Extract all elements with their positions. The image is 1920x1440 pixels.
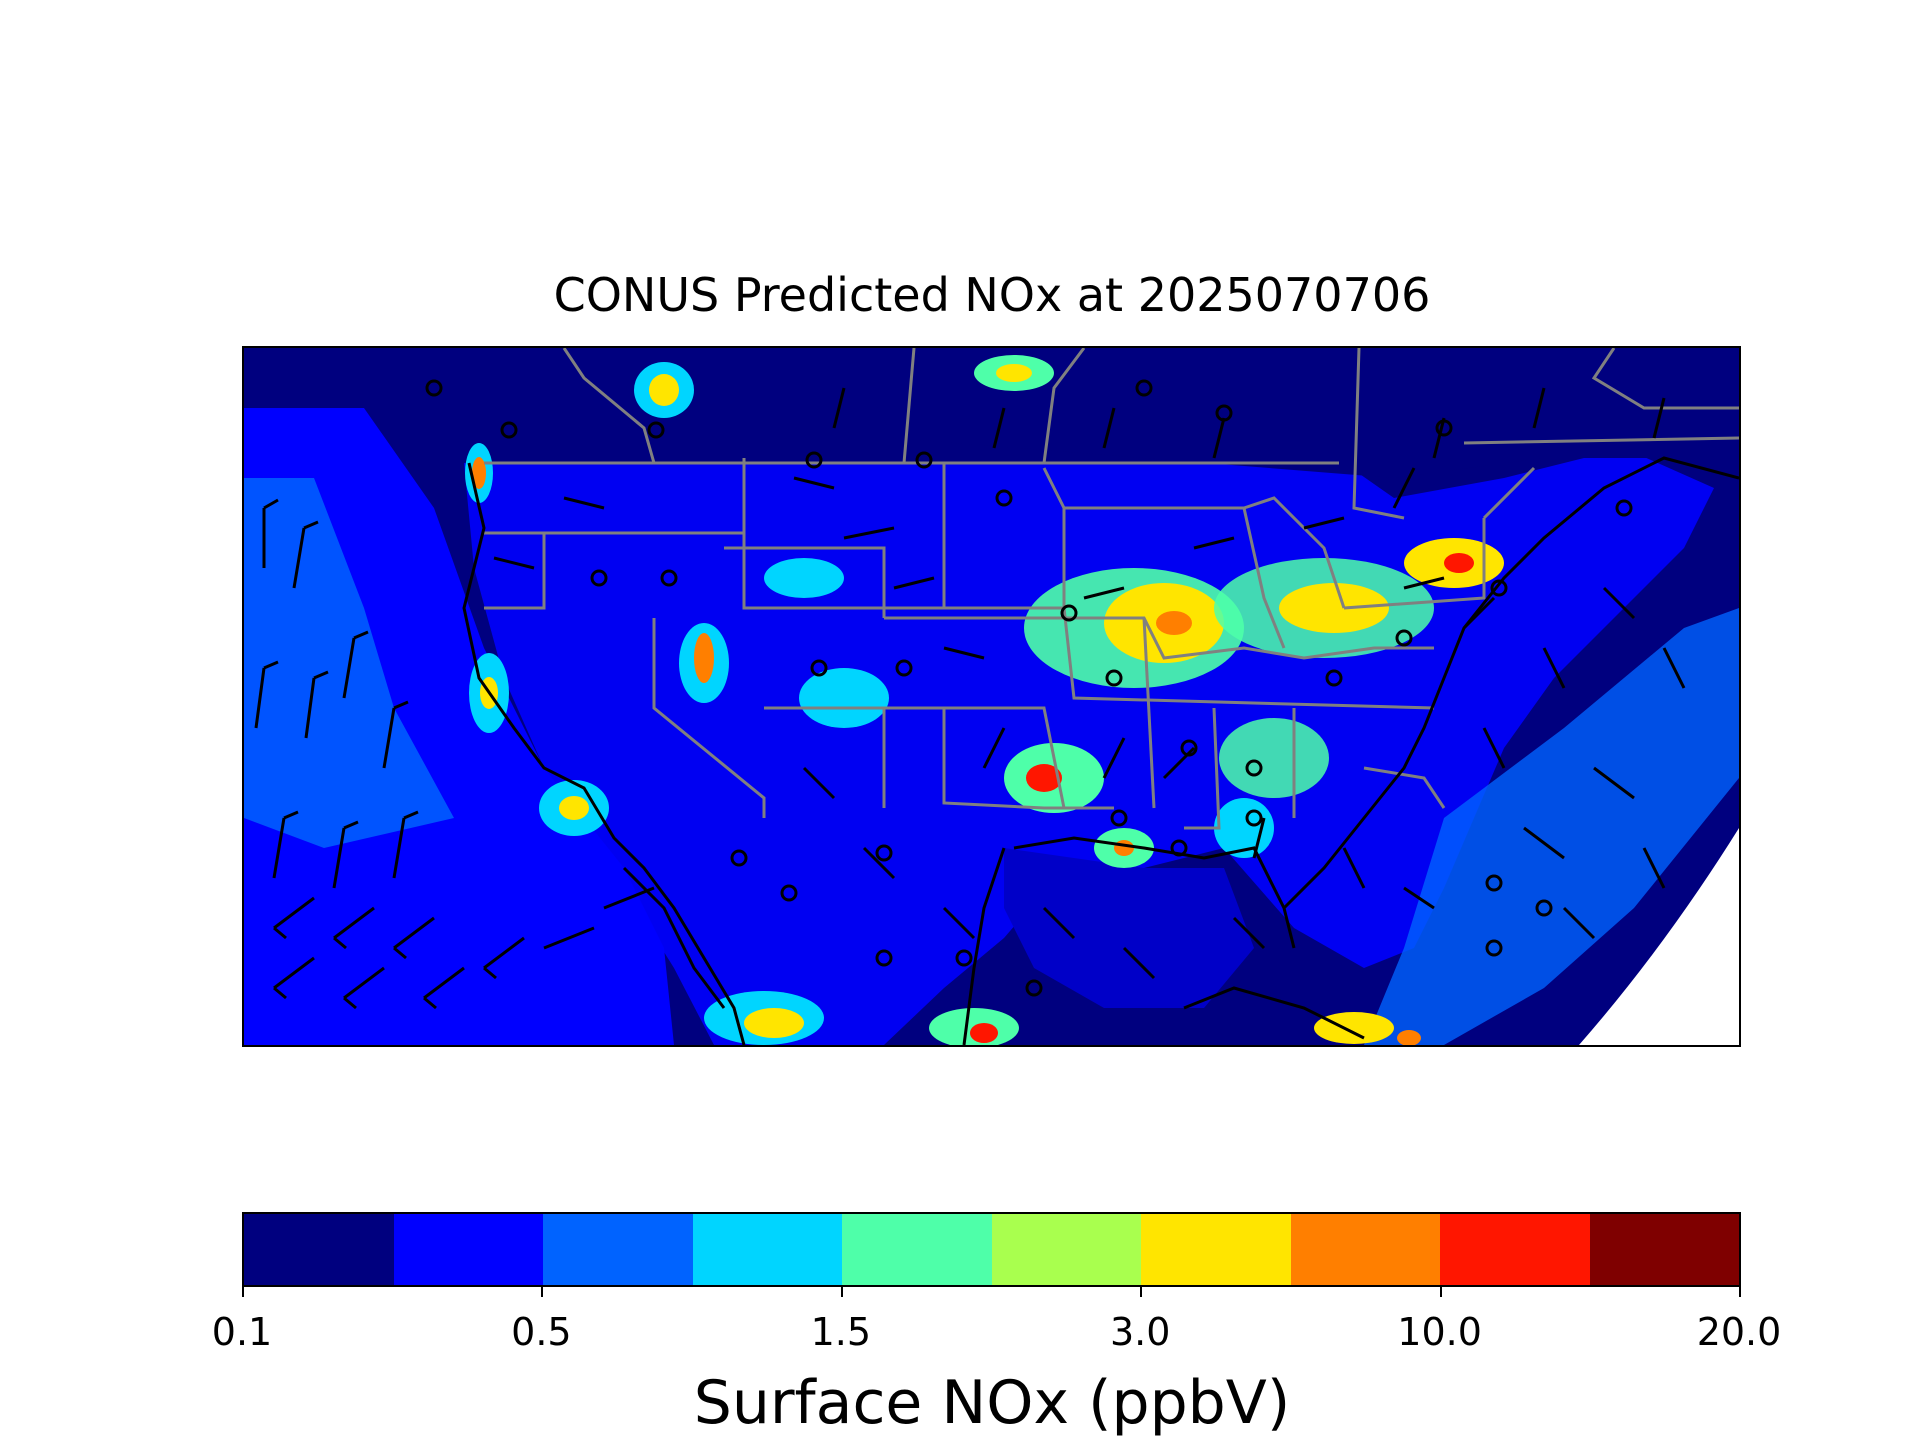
colorbar-label: Surface NOx (ppbV) xyxy=(693,1368,1291,1438)
gulf-of-mexico xyxy=(1004,848,1254,1008)
wind-barbs xyxy=(254,387,1686,1010)
colorbar-swatch xyxy=(991,1214,1141,1285)
calm-wind-markers xyxy=(425,379,1633,997)
colorbar-tick-label: 20.0 xyxy=(1696,1310,1782,1354)
colorbar-swatch xyxy=(692,1214,842,1285)
colorbar-swatch xyxy=(543,1214,693,1285)
map-frame xyxy=(242,346,1741,1047)
colorbar-tick xyxy=(1140,1287,1143,1297)
colorbar-tick-label: 0.1 xyxy=(211,1310,273,1354)
colorbar-tick xyxy=(1739,1287,1741,1297)
canada-region xyxy=(844,348,1739,478)
pacific-ocean-band xyxy=(244,408,674,1045)
colorbar-tick xyxy=(1439,1287,1442,1297)
colorbar-swatch xyxy=(842,1214,992,1285)
colorbar-swatch xyxy=(1589,1214,1739,1285)
map-title: CONUS Predicted NOx at 2025070706 xyxy=(553,268,1431,322)
colorbar-tick-label: 10.0 xyxy=(1397,1310,1482,1354)
colorbar xyxy=(242,1212,1741,1287)
coastlines xyxy=(462,456,1739,1045)
colorbar-swatch xyxy=(244,1214,394,1285)
colorbar-swatch xyxy=(393,1214,543,1285)
colorbar-tick-label: 1.5 xyxy=(810,1310,872,1354)
nox-map xyxy=(244,348,1739,1045)
atlantic-band xyxy=(1364,608,1739,1045)
colorbar-tick xyxy=(840,1287,843,1297)
colorbar-tick xyxy=(242,1287,244,1297)
colorbar-tick-label: 0.5 xyxy=(511,1310,572,1354)
colorbar-tick-label: 3.0 xyxy=(1109,1310,1171,1354)
colorbar-swatch xyxy=(1141,1214,1291,1285)
colorbar-tick xyxy=(541,1287,544,1297)
colorbar-swatch xyxy=(1440,1214,1590,1285)
colorbar-swatch xyxy=(1290,1214,1440,1285)
state-borders xyxy=(484,348,1739,830)
no-data-region xyxy=(1579,828,1739,1045)
